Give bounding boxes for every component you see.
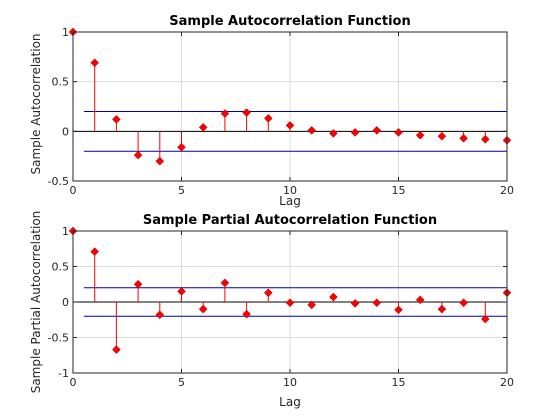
- pacf-y-tick-label: 0.5: [52, 261, 70, 274]
- acf-data-point: [415, 131, 425, 140]
- acf-data-point: [155, 156, 165, 166]
- pacf-x-tick-label: 15: [392, 376, 406, 389]
- acf-y-axis-label: Sample Autocorrelation: [29, 33, 43, 174]
- acf-data-point: [481, 135, 490, 144]
- pacf-data-point: [177, 287, 186, 296]
- pacf-data-point: [350, 299, 360, 308]
- pacf-y-axis-label: Sample Partial Autocorrelation: [29, 211, 43, 394]
- pacf-data-point: [394, 305, 403, 315]
- pacf-x-axis-label: Lag: [279, 395, 301, 409]
- pacf-y-tick-label: 1: [62, 225, 69, 238]
- acf-data-point: [177, 142, 186, 152]
- acf-y-tick-label: 0.5: [52, 76, 70, 89]
- acf-data-point: [437, 132, 447, 141]
- acf-data-point: [329, 129, 338, 138]
- pacf-y-tick-label: -1: [58, 367, 69, 380]
- acf-data-point: [133, 150, 143, 160]
- pacf-x-tick-label: 0: [70, 376, 77, 389]
- acf-data-point: [198, 123, 208, 132]
- acf-y-tick-label: 1: [62, 26, 69, 39]
- pacf-data-point: [437, 304, 447, 314]
- pacf-data-point: [133, 280, 143, 289]
- pacf-data-point: [198, 304, 208, 314]
- pacf-y-tick-label: 0: [62, 296, 69, 309]
- pacf-data-point: [329, 292, 338, 302]
- pacf-panel: Sample Partial Autocorrelation Function …: [29, 211, 514, 409]
- acf-data-point: [394, 128, 403, 137]
- acf-data-point: [220, 109, 230, 118]
- pacf-title: Sample Partial Autocorrelation Function: [143, 213, 437, 228]
- acf-x-axis-label: Lag: [279, 194, 301, 208]
- acf-panel: Sample Autocorrelation Function Lag Samp…: [29, 14, 514, 208]
- acf-data-point: [242, 108, 251, 117]
- pacf-data-point: [481, 314, 490, 324]
- pacf-data-point: [307, 300, 316, 310]
- pacf-data-point: [372, 298, 382, 307]
- acf-x-tick-label: 5: [178, 184, 185, 197]
- acf-data-point: [264, 114, 273, 123]
- pacf-data-point: [415, 295, 425, 305]
- acf-data-point: [307, 126, 316, 135]
- pacf-x-tick-label: 20: [500, 376, 514, 389]
- acf-x-tick-label: 0: [70, 184, 77, 197]
- acf-x-tick-label: 10: [283, 184, 297, 197]
- pacf-data-point: [112, 345, 121, 354]
- pacf-data-point: [459, 298, 468, 307]
- acf-y-tick-label: 0: [62, 125, 69, 138]
- acf-x-tick-label: 20: [500, 184, 514, 197]
- acf-data-point: [285, 121, 295, 130]
- acf-x-tick-label: 15: [392, 184, 406, 197]
- pacf-data-point: [285, 298, 295, 307]
- pacf-data-point: [220, 278, 230, 288]
- acf-data-point: [350, 128, 360, 137]
- pacf-x-tick-label: 10: [283, 376, 297, 389]
- pacf-data-point: [90, 247, 99, 256]
- acf-data-point: [112, 115, 121, 124]
- acf-title: Sample Autocorrelation Function: [169, 14, 410, 29]
- pacf-y-tick-label: -0.5: [48, 332, 69, 345]
- acf-y-tick-label: -0.5: [48, 175, 69, 188]
- pacf-data-point: [242, 309, 251, 319]
- pacf-x-tick-label: 5: [178, 376, 185, 389]
- acf-data-point: [459, 134, 468, 143]
- pacf-data-point: [264, 288, 273, 298]
- pacf-data-point: [155, 310, 165, 320]
- acf-data-point: [372, 126, 382, 135]
- acf-data-point: [90, 58, 99, 68]
